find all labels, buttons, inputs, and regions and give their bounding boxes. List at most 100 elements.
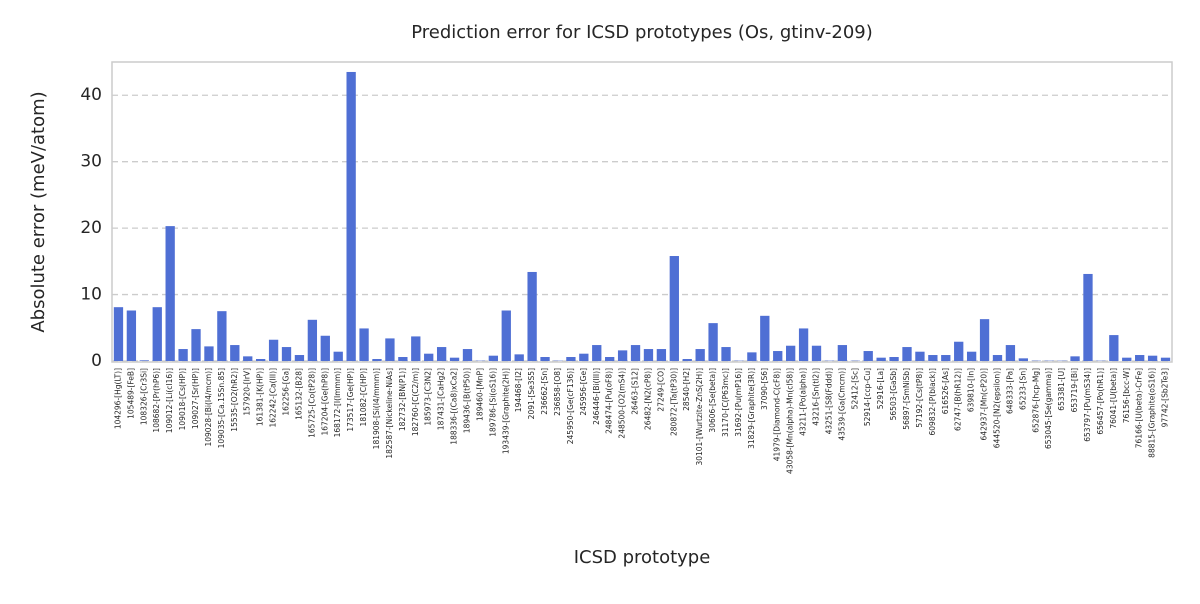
- x-tick-label: 185973-[C3N2]: [424, 368, 433, 426]
- x-tick-label: 245956-[Ge]: [579, 368, 588, 416]
- x-tick-label: 236662-[Sn]: [540, 368, 549, 415]
- bar: [1122, 358, 1131, 361]
- bar: [321, 336, 330, 361]
- x-tick-label: 105489-[FeB]: [126, 368, 135, 419]
- x-tick-label: 52914-[ccp-Cu]: [863, 368, 872, 426]
- bar: [799, 328, 808, 361]
- bar: [657, 349, 666, 361]
- x-tick-label: 27249-[CO]: [656, 368, 665, 412]
- bar: [256, 359, 265, 361]
- bar: [243, 356, 252, 361]
- y-tick-label: 0: [91, 351, 102, 371]
- x-tick-label: 57192-[Cs(tP8)]: [915, 368, 924, 428]
- bar: [579, 354, 588, 361]
- x-tick-label: 43251-[S8(Fddd)]: [824, 368, 833, 434]
- x-tick-label: 639810-[In]: [967, 368, 976, 412]
- bar: [683, 359, 692, 361]
- bar: [282, 347, 291, 361]
- x-tick-label: 246446-[Bi(III)]: [592, 368, 601, 425]
- x-tick-label: 31692-[Pu(mP16)]: [734, 368, 743, 437]
- x-tick-label: 165132-[B28]: [294, 368, 303, 420]
- bar: [1070, 356, 1079, 361]
- y-tick-label: 10: [80, 285, 102, 305]
- bar: [295, 355, 304, 361]
- bar: [566, 357, 575, 361]
- x-tick-label: 188336-[(Ca8)xCa2]: [450, 368, 459, 445]
- bar: [411, 336, 420, 361]
- bar: [127, 311, 136, 361]
- x-tick-label: 109027-[Sr(HP)]: [191, 368, 200, 429]
- x-tick-label: 193439-[Graphite(2H)]: [501, 368, 510, 454]
- y-tick-label: 40: [80, 85, 102, 105]
- x-tick-label: 41979-[Diamond-C(cF8)]: [773, 368, 782, 461]
- plot-area: 010203040104296-[Hg(LT)]105489-[FeB]1083…: [80, 72, 1172, 474]
- bar: [760, 316, 769, 361]
- bar: [954, 342, 963, 361]
- x-tick-label: 62747-[B(hR12)]: [954, 368, 963, 431]
- x-tick-label: 236858-[O8]: [553, 368, 562, 416]
- x-tick-label: 76166-[U(beta)-CrFe]: [1135, 368, 1144, 448]
- x-tick-label: 43211-[Po(alpha)]: [799, 368, 808, 436]
- bar: [424, 354, 433, 361]
- y-tick-label: 30: [80, 152, 102, 172]
- x-tick-label: 108326-[Cr3Si]: [139, 368, 148, 425]
- x-tick-label: 109018-[Cs(HP)]: [178, 368, 187, 430]
- bar: [864, 351, 873, 361]
- x-tick-label: 642937-[Mn(cP20)]: [980, 368, 989, 441]
- x-tick-label: 108682-[Pr(hP6)]: [152, 368, 161, 433]
- bar: [592, 345, 601, 361]
- bar: [941, 355, 950, 361]
- bar: [502, 311, 511, 361]
- x-tick-label: 109012-[Li(cI16)]: [165, 368, 174, 433]
- bar: [1161, 358, 1170, 361]
- x-tick-label: 157920-[IrV]: [243, 368, 252, 416]
- x-tick-label: 609832-[P(black)]: [928, 368, 937, 436]
- x-tick-label: 189460-[MnP]: [475, 368, 484, 421]
- x-tick-label: 56897-[SmNiSb]: [902, 368, 911, 430]
- bar: [450, 358, 459, 361]
- x-tick-label: 194468-[I2]: [514, 368, 523, 412]
- x-tick-label: 26463-[S12]: [631, 368, 640, 415]
- bar: [527, 272, 536, 361]
- x-tick-label: 31170-[C(P63mc)]: [721, 368, 730, 437]
- bar: [670, 256, 679, 361]
- x-tick-label: 26482-[N2(cP8)]: [643, 368, 652, 430]
- bar: [269, 340, 278, 361]
- bar: [721, 347, 730, 361]
- bar: [153, 307, 162, 361]
- bar: [166, 226, 175, 361]
- x-tick-label: 52916-[La]: [876, 368, 885, 409]
- plot-frame: [112, 62, 1172, 362]
- x-tick-label: 173517-[Ge(HP)]: [346, 368, 355, 432]
- bar: [967, 352, 976, 361]
- x-tick-label: 52412-[Sc]: [850, 368, 859, 409]
- bar: [889, 357, 898, 361]
- x-tick-label: 76156-[bcc-W]: [1122, 368, 1131, 423]
- bar: [928, 355, 937, 361]
- bar: [644, 349, 653, 361]
- x-tick-label: 182760-[C(C2/m)]: [411, 368, 420, 436]
- x-tick-label: 248500-[O2(mS4)]: [618, 368, 627, 439]
- bar: [515, 354, 524, 361]
- x-tick-label: 653719-[Bi]: [1070, 368, 1079, 412]
- x-tick-label: 168172-[I(Immm)]: [333, 368, 342, 437]
- bar: [708, 323, 717, 361]
- x-tick-label: 165725-[Co(tP28)]: [307, 368, 316, 438]
- bar: [1019, 358, 1028, 361]
- bar: [114, 307, 123, 361]
- x-tick-label: 648333-[Pa]: [1005, 368, 1014, 414]
- bar: [618, 350, 627, 361]
- x-tick-label: 181908-[Si(I4/mmm)]: [372, 368, 381, 449]
- x-tick-label: 189786-[Si(oS16)]: [488, 368, 497, 437]
- bar: [773, 351, 782, 361]
- x-tick-label: 97742-[Sb2Te3]: [1161, 368, 1170, 427]
- x-tick-label: 76041-[U(beta)]: [1109, 368, 1118, 429]
- chart-title: Prediction error for ICSD prototypes (Os…: [411, 22, 873, 43]
- bar: [1109, 335, 1118, 361]
- bar: [178, 349, 187, 361]
- bar: [838, 345, 847, 361]
- x-tick-label: 43058-[Mn(alpha)-Mn(cI58)]: [786, 368, 795, 474]
- x-tick-label: 181082-[C(HP)]: [359, 368, 368, 427]
- x-tick-label: 31829-[Graphite(3R)]: [747, 368, 756, 449]
- bar: [747, 352, 756, 361]
